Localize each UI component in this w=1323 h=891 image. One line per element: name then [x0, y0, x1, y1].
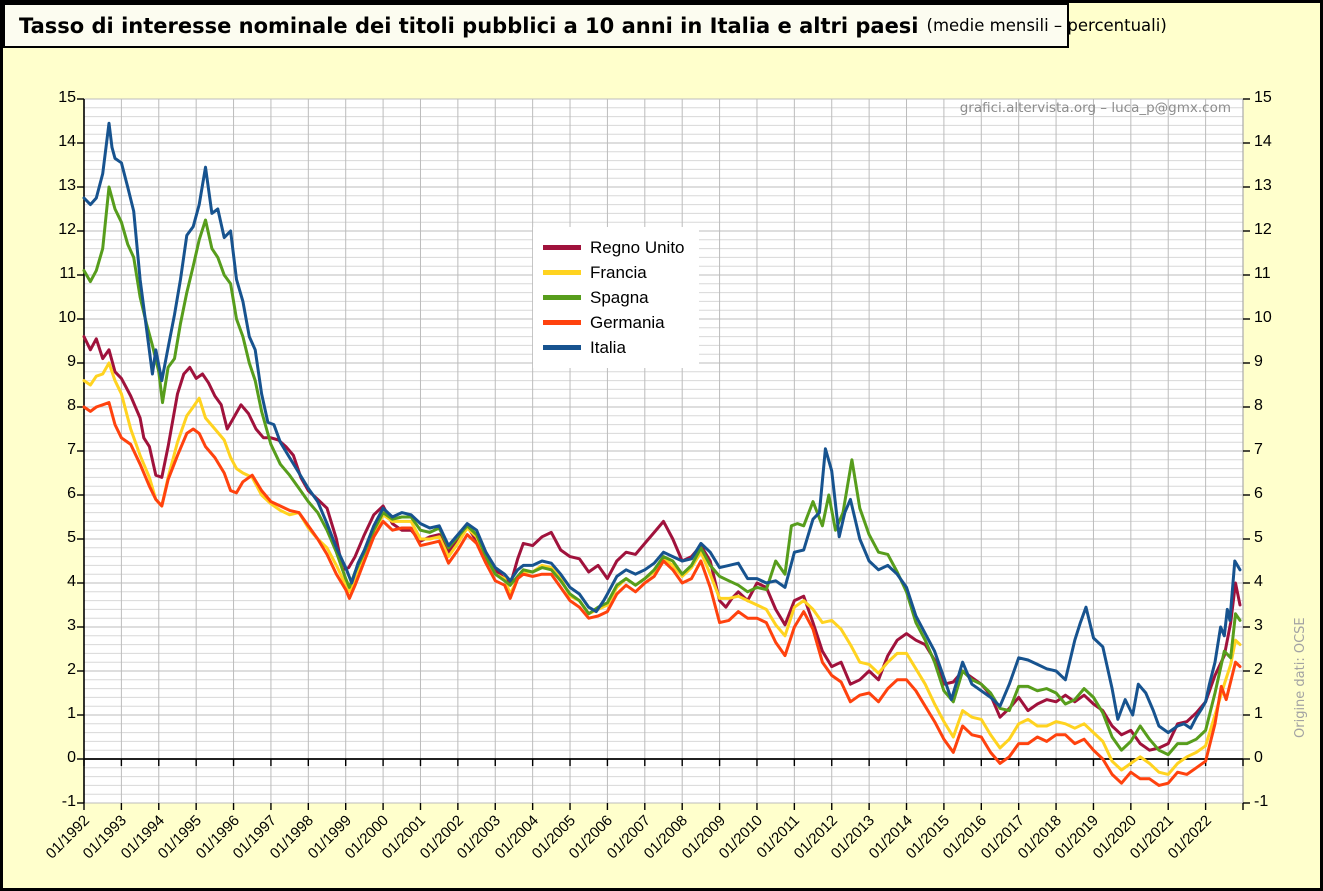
y-tick-label-right-5: 5 — [1254, 529, 1263, 546]
legend-label: Regno Unito — [590, 237, 685, 257]
y-tick-label-left-3: 3 — [67, 617, 76, 634]
y-tick-label-left-7: 7 — [67, 441, 76, 458]
legend-swatch-icon — [543, 320, 581, 325]
legend-label: Italia — [590, 337, 626, 357]
y-tick-label-left--1: -1 — [61, 793, 76, 810]
y-tick-label-left-12: 12 — [58, 221, 76, 238]
legend-swatch-icon — [543, 270, 581, 275]
y-tick-label-right-3: 3 — [1254, 617, 1263, 634]
y-tick-label-left-13: 13 — [58, 177, 76, 194]
chart-title: Tasso di interesse nominale dei titoli p… — [19, 13, 919, 38]
y-tick-label-right-1: 1 — [1254, 705, 1263, 722]
legend-item-spagna: Spagna — [543, 285, 685, 310]
legend-item-germania: Germania — [543, 310, 685, 335]
legend-label: Germania — [590, 312, 665, 332]
chart-legend: Regno Unito Francia Spagna Germania Italia — [533, 227, 699, 368]
y-tick-label-right--1: -1 — [1254, 793, 1269, 810]
y-tick-label-left-5: 5 — [67, 529, 76, 546]
y-tick-label-right-15: 15 — [1254, 89, 1272, 106]
legend-swatch-icon — [543, 245, 581, 250]
series-line-regno-unito — [82, 335, 1242, 752]
y-tick-label-left-10: 10 — [58, 309, 76, 326]
legend-item-italia: Italia — [543, 335, 685, 360]
y-tick-label-right-8: 8 — [1254, 397, 1263, 414]
y-tick-label-right-12: 12 — [1254, 221, 1272, 238]
y-tick-label-left-8: 8 — [67, 397, 76, 414]
legend-item-francia: Francia — [543, 260, 685, 285]
series-line-italia — [82, 121, 1242, 735]
legend-swatch-icon — [543, 345, 581, 350]
y-tick-label-left-0: 0 — [67, 749, 76, 766]
title-box: Tasso di interesse nominale dei titoli p… — [3, 3, 1167, 48]
y-tick-label-left-11: 11 — [59, 265, 76, 282]
legend-item-regno-unito: Regno Unito — [543, 235, 685, 260]
y-tick-label-left-6: 6 — [67, 485, 76, 502]
y-tick-label-right-13: 13 — [1254, 177, 1272, 194]
legend-label: Francia — [590, 262, 647, 282]
y-tick-label-right-4: 4 — [1254, 573, 1263, 590]
legend-label: Spagna — [590, 287, 649, 307]
legend-swatch-icon — [543, 295, 581, 300]
y-tick-label-left-4: 4 — [67, 573, 76, 590]
y-tick-label-right-0: 0 — [1254, 749, 1263, 766]
y-tick-label-right-6: 6 — [1254, 485, 1263, 502]
series-line-spagna — [82, 185, 1242, 757]
y-tick-label-right-10: 10 — [1254, 309, 1272, 326]
y-tick-label-right-11: 11 — [1254, 265, 1271, 282]
y-tick-label-right-2: 2 — [1254, 661, 1263, 678]
y-tick-label-left-2: 2 — [67, 661, 76, 678]
y-tick-label-right-9: 9 — [1254, 353, 1263, 370]
y-tick-label-left-14: 14 — [58, 133, 76, 150]
y-tick-label-left-1: 1 — [67, 705, 76, 722]
series-line-germania — [82, 401, 1242, 787]
data-source-note: Origine dati: OCSE — [1293, 617, 1308, 738]
watermark-text: grafici.altervista.org – luca_p@gmx.com — [959, 100, 1231, 116]
y-tick-label-right-7: 7 — [1254, 441, 1263, 458]
y-tick-label-left-15: 15 — [58, 89, 76, 106]
y-tick-label-right-14: 14 — [1254, 133, 1272, 150]
chart-subtitle: (medie mensili – percentuali) — [926, 16, 1167, 35]
chart-canvas — [77, 98, 1250, 810]
y-tick-label-left-9: 9 — [67, 353, 76, 370]
